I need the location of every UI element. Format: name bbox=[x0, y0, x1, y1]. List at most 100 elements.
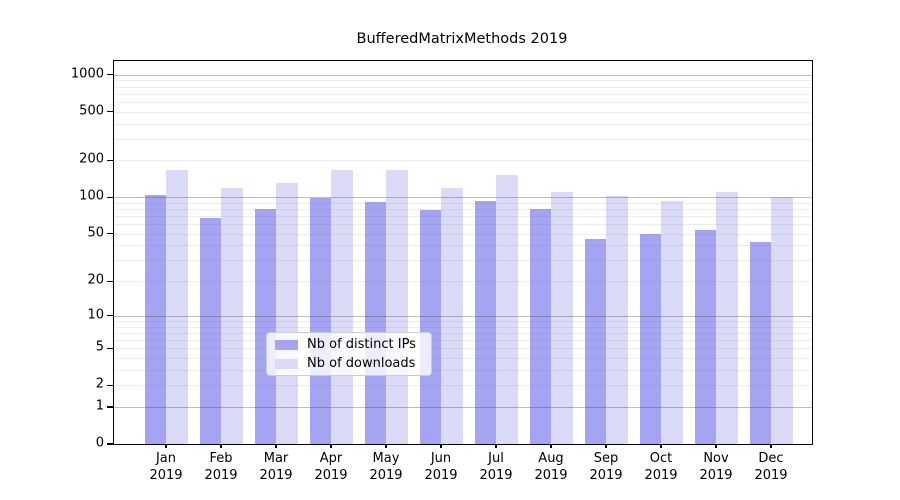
bar-distinct-ips bbox=[749, 241, 771, 444]
x-tick-mark bbox=[220, 444, 222, 448]
major-gridline bbox=[114, 406, 812, 408]
y-tick-label: 500 bbox=[79, 103, 104, 119]
chart-title: BufferedMatrixMethods 2019 bbox=[356, 31, 568, 47]
y-tick-label: 200 bbox=[79, 151, 104, 167]
x-tick-mark bbox=[660, 444, 662, 448]
x-tick-mark bbox=[440, 444, 442, 448]
bar-distinct-ips bbox=[364, 201, 386, 444]
plot-area: Jan 2019 Feb 2019 Mar 2019 Apr 2019 May 2019 Jun 20… bbox=[107, 60, 813, 483]
minor-gridline bbox=[114, 385, 812, 387]
minor-gridline bbox=[114, 233, 812, 235]
legend-label-distinct-ips: Nb of distinct IPs bbox=[307, 337, 416, 352]
bar-downloads bbox=[166, 169, 188, 444]
y-tick-mark bbox=[107, 280, 113, 282]
bar-distinct-ips bbox=[254, 209, 276, 444]
minor-gridline bbox=[114, 209, 812, 211]
legend: Nb of distinct IPs Nb of downloads bbox=[266, 332, 432, 376]
y-tick-mark bbox=[107, 384, 113, 386]
x-tick-label: Jun 2019 bbox=[424, 451, 458, 483]
bar-distinct-ips bbox=[584, 239, 606, 444]
major-gridline bbox=[114, 74, 812, 76]
x-tick-label: Aug 2019 bbox=[534, 451, 568, 483]
minor-gridline bbox=[114, 245, 812, 247]
legend-label-downloads: Nb of downloads bbox=[307, 356, 416, 371]
bar-downloads bbox=[496, 175, 518, 444]
x-tick-label: Oct 2019 bbox=[644, 451, 678, 483]
x-tick-mark bbox=[550, 444, 552, 448]
minor-gridline bbox=[114, 260, 812, 262]
bar-distinct-ips bbox=[199, 217, 221, 444]
y-tick-label: 50 bbox=[87, 225, 104, 241]
x-tick-label: Jul 2019 bbox=[479, 451, 513, 483]
x-tick-mark bbox=[770, 444, 772, 448]
legend-item-distinct-ips: Nb of distinct IPs bbox=[267, 335, 431, 354]
y-tick-label: 1 bbox=[95, 398, 104, 414]
minor-gridline bbox=[114, 339, 812, 341]
minor-gridline bbox=[114, 123, 812, 125]
x-tick-mark bbox=[715, 444, 717, 448]
bar-downloads bbox=[331, 169, 353, 444]
minor-gridline bbox=[114, 332, 812, 334]
y-tick-label: 20 bbox=[87, 272, 104, 288]
x-tick-label: Jan 2019 bbox=[149, 451, 183, 483]
legend-item-downloads: Nb of downloads bbox=[267, 354, 431, 373]
bar-downloads bbox=[661, 201, 683, 444]
minor-gridline bbox=[114, 93, 812, 95]
bar-distinct-ips bbox=[694, 229, 716, 444]
minor-gridline bbox=[114, 80, 812, 82]
bar-distinct-ips bbox=[144, 194, 166, 444]
minor-gridline bbox=[114, 101, 812, 103]
y-tick-mark bbox=[107, 406, 113, 408]
bar-distinct-ips bbox=[309, 197, 331, 444]
minor-gridline bbox=[114, 326, 812, 328]
minor-gridline bbox=[114, 320, 812, 322]
minor-gridline bbox=[114, 86, 812, 88]
major-gridline bbox=[114, 315, 812, 317]
minor-gridline bbox=[114, 357, 812, 359]
bar-downloads bbox=[441, 187, 463, 444]
bar-downloads bbox=[221, 187, 243, 444]
y-tick-mark bbox=[107, 347, 113, 349]
bar-distinct-ips bbox=[639, 233, 661, 444]
y-tick-mark bbox=[107, 315, 113, 317]
minor-gridline bbox=[114, 281, 812, 283]
x-tick-mark bbox=[495, 444, 497, 448]
y-tick-mark bbox=[107, 233, 113, 235]
bar-downloads bbox=[276, 182, 298, 444]
minor-gridline bbox=[114, 369, 812, 371]
x-tick-label: May 2019 bbox=[369, 451, 403, 483]
major-gridline bbox=[114, 197, 812, 199]
x-tick-label: Nov 2019 bbox=[699, 451, 733, 483]
minor-gridline bbox=[114, 111, 812, 113]
bar-distinct-ips bbox=[529, 209, 551, 444]
minor-gridline bbox=[114, 224, 812, 226]
minor-gridline bbox=[114, 348, 812, 350]
y-tick-label: 100 bbox=[79, 188, 104, 204]
bar-downloads bbox=[551, 191, 573, 444]
x-tick-mark bbox=[385, 444, 387, 448]
y-tick-mark bbox=[107, 74, 113, 76]
bar-downloads bbox=[386, 170, 408, 444]
y-tick-label: 10 bbox=[87, 307, 104, 323]
y-tick-mark bbox=[107, 111, 113, 113]
bar-downloads bbox=[716, 192, 738, 444]
x-tick-label: Apr 2019 bbox=[314, 451, 348, 483]
legend-swatch-downloads bbox=[275, 358, 298, 369]
x-tick-mark bbox=[605, 444, 607, 448]
bar-downloads bbox=[771, 196, 793, 444]
x-tick-label: Dec 2019 bbox=[754, 451, 788, 483]
y-tick-label: 0 bbox=[95, 435, 104, 451]
bar-downloads bbox=[606, 195, 628, 444]
minor-gridline bbox=[114, 216, 812, 218]
y-tick-label: 2 bbox=[95, 376, 104, 392]
minor-gridline bbox=[114, 202, 812, 204]
y-tick-mark bbox=[107, 443, 113, 445]
minor-gridline bbox=[114, 160, 812, 162]
bar-distinct-ips bbox=[419, 210, 441, 444]
legend-swatch-distinct-ips bbox=[275, 339, 298, 350]
x-tick-label: Feb 2019 bbox=[204, 451, 238, 483]
y-tick-mark bbox=[107, 159, 113, 162]
y-tick-mark bbox=[107, 196, 113, 198]
x-tick-mark bbox=[165, 444, 167, 448]
